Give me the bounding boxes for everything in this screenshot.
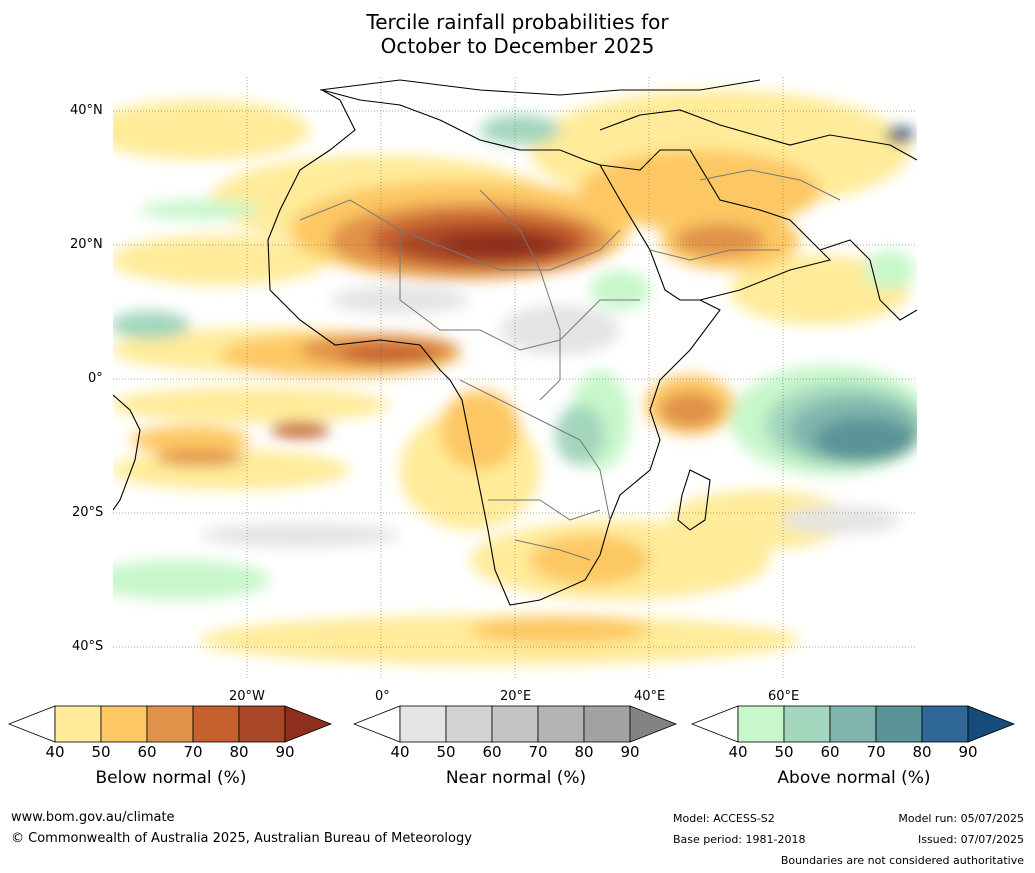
colorbar-above-segment bbox=[737, 705, 785, 743]
colorbar-below bbox=[8, 705, 333, 743]
colorbar-below-tick: 80 bbox=[229, 743, 249, 761]
lon-label-20e: 20°E bbox=[500, 689, 532, 704]
model-run: Model run: 05/07/2025 bbox=[898, 812, 1024, 825]
colorbar-near-segment bbox=[445, 705, 493, 743]
lon-label-40e: 40°E bbox=[634, 689, 666, 704]
colorbar-near-label: Near normal (%) bbox=[445, 768, 587, 788]
lon-label-60e: 60°E bbox=[768, 689, 800, 704]
colorbar-above-segment bbox=[875, 705, 923, 743]
colorbar-near-lower-extension bbox=[353, 705, 401, 743]
colorbar-below-segment bbox=[238, 705, 286, 743]
colorbar-above-tick: 40 bbox=[728, 743, 748, 761]
colorbar-near-segment bbox=[399, 705, 447, 743]
website-link[interactable]: www.bom.gov.au/climate bbox=[11, 810, 175, 825]
lat-label-0: 0° bbox=[88, 371, 103, 386]
colorbar-below-tick: 70 bbox=[183, 743, 203, 761]
probability-field bbox=[113, 77, 917, 680]
colorbar-above-upper-extension bbox=[967, 705, 1016, 743]
colorbar-above-tick: 90 bbox=[958, 743, 978, 761]
colorbar-above-segment bbox=[783, 705, 831, 743]
colorbar-near-segment bbox=[583, 705, 631, 743]
lat-label-40s: 40°S bbox=[72, 639, 104, 654]
colorbar-below-tick: 40 bbox=[45, 743, 65, 761]
colorbar-below-upper-extension bbox=[284, 705, 333, 743]
gridlines bbox=[113, 77, 917, 680]
colorbar-above bbox=[691, 705, 1016, 743]
colorbar-below-segment bbox=[100, 705, 148, 743]
colorbar-below-segment bbox=[54, 705, 102, 743]
lat-label-20s: 20°S bbox=[72, 505, 104, 520]
colorbar-above-tick: 50 bbox=[774, 743, 794, 761]
base-period: Base period: 1981-2018 bbox=[673, 833, 806, 846]
colorbar-above-tick: 80 bbox=[912, 743, 932, 761]
country-borders bbox=[299, 169, 841, 561]
colorbar-above-segment bbox=[921, 705, 969, 743]
colorbar-above-tick: 70 bbox=[866, 743, 886, 761]
colorbar-above-segment bbox=[829, 705, 877, 743]
lat-label-20n: 20°N bbox=[70, 237, 103, 252]
issued-date: Issued: 07/07/2025 bbox=[917, 833, 1024, 846]
lat-label-40n: 40°N bbox=[70, 103, 103, 118]
colorbar-below-lower-extension bbox=[8, 705, 56, 743]
coastlines bbox=[113, 79, 917, 606]
colorbar-near-tick: 70 bbox=[528, 743, 548, 761]
colorbar-near-segment bbox=[537, 705, 585, 743]
map-title-line2: October to December 2025 bbox=[380, 34, 655, 58]
lon-label-0: 0° bbox=[375, 689, 390, 704]
map-title-line1: Tercile rainfall probabilities for bbox=[366, 10, 669, 34]
colorbar-below-tick: 50 bbox=[91, 743, 111, 761]
colorbar-near-upper-extension bbox=[629, 705, 678, 743]
colorbar-below-tick: 60 bbox=[137, 743, 157, 761]
disclaimer: Boundaries are not considered authoritat… bbox=[780, 854, 1024, 867]
colorbar-below-label: Below normal (%) bbox=[95, 768, 247, 788]
colorbar-below-segment bbox=[192, 705, 240, 743]
colorbar-below-tick: 90 bbox=[275, 743, 295, 761]
colorbar-above-tick: 60 bbox=[820, 743, 840, 761]
colorbar-near-tick: 40 bbox=[390, 743, 410, 761]
lon-label-20w: 20°W bbox=[229, 689, 265, 704]
colorbar-above-label: Above normal (%) bbox=[777, 768, 931, 788]
colorbar-near bbox=[353, 705, 678, 743]
colorbar-near-tick: 60 bbox=[482, 743, 502, 761]
colorbar-near-tick: 50 bbox=[436, 743, 456, 761]
colorbar-near-tick: 90 bbox=[620, 743, 640, 761]
copyright: © Commonwealth of Australia 2025, Austra… bbox=[11, 831, 472, 846]
colorbar-below-segment bbox=[146, 705, 194, 743]
colorbar-near-segment bbox=[491, 705, 539, 743]
model-name: Model: ACCESS-S2 bbox=[673, 812, 775, 825]
colorbar-near-tick: 80 bbox=[574, 743, 594, 761]
colorbar-above-lower-extension bbox=[691, 705, 739, 743]
